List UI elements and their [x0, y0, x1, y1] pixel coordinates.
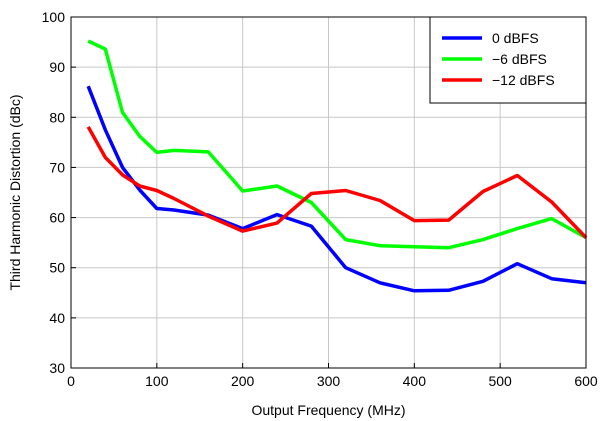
x-tick-label: 0 — [67, 373, 75, 389]
y-tick-label: 50 — [49, 260, 65, 276]
x-tick-label: 100 — [145, 373, 169, 389]
legend: 0 dBFS −6 dBFS −12 dBFS — [429, 16, 587, 104]
y-tick-label: 90 — [49, 59, 65, 75]
y-tick-label: 70 — [49, 159, 65, 175]
y-tick-label: 80 — [49, 109, 65, 125]
y-tick-label: 30 — [49, 360, 65, 376]
legend-entry: −12 dBFS — [492, 72, 555, 88]
x-tick-label: 300 — [317, 373, 341, 389]
y-axis-label: Third Harmonic Distortion (dBc) — [7, 94, 23, 290]
legend-entry: −6 dBFS — [492, 51, 547, 67]
legend-entry: 0 dBFS — [492, 30, 539, 46]
y-tick-label: 40 — [49, 310, 65, 326]
x-tick-label: 600 — [574, 373, 598, 389]
grid-lines — [71, 17, 586, 368]
series-line-2 — [86, 125, 588, 239]
y-tick-label: 100 — [42, 9, 66, 25]
x-tick-label: 400 — [403, 373, 427, 389]
x-tick-label: 500 — [488, 373, 512, 389]
tick-labels: 0 100 200 300 400 500 600 30 40 50 60 70 80 90 100 — [42, 9, 598, 389]
x-axis-label: Output Frequency (MHz) — [251, 402, 405, 418]
series-line-0 — [86, 85, 587, 293]
y-tick-label: 60 — [49, 210, 65, 226]
plot-frame — [70, 16, 587, 369]
series-line-1 — [87, 39, 587, 250]
x-tick-label: 200 — [231, 373, 255, 389]
series-lines — [86, 39, 588, 293]
